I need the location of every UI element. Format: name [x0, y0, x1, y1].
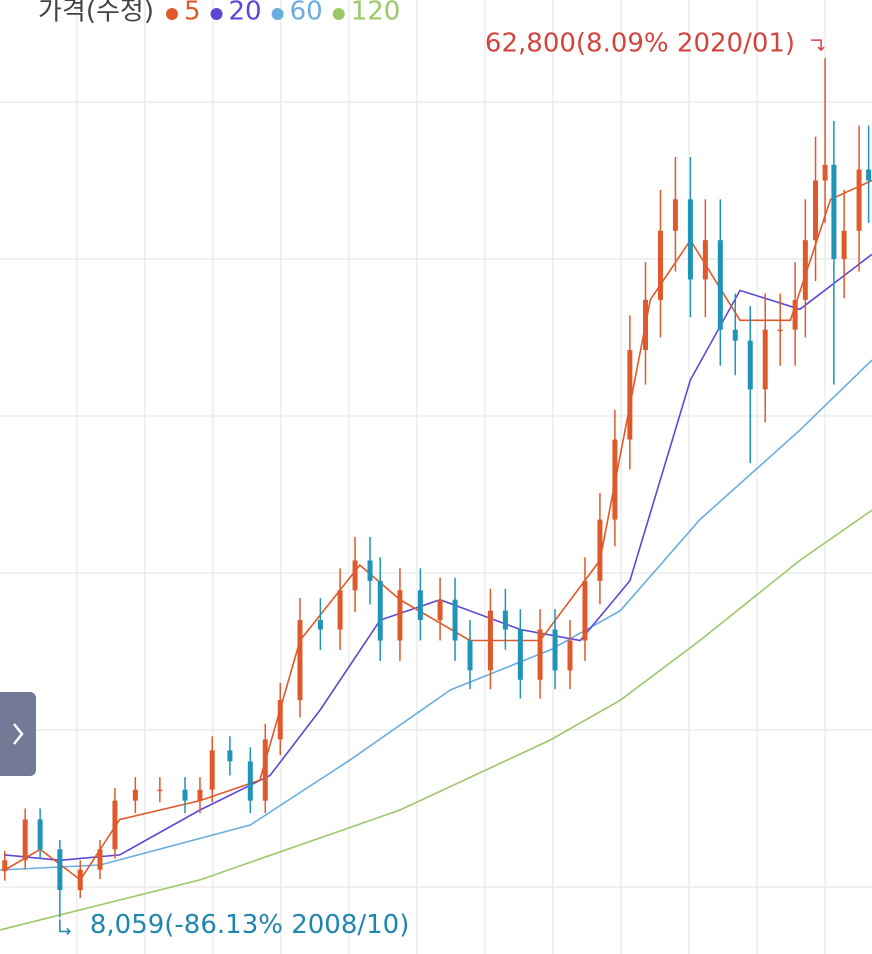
candle-body — [537, 629, 543, 680]
candle-body — [802, 240, 808, 300]
candle-body — [567, 640, 573, 671]
candle-body — [97, 849, 103, 870]
candle-body — [642, 299, 648, 351]
candle-body — [762, 329, 768, 390]
candle-body — [77, 869, 83, 891]
legend-label: 20 — [229, 0, 262, 27]
candle-body — [157, 789, 163, 792]
legend-label: 60 — [290, 0, 323, 27]
legend-marker — [271, 8, 284, 20]
chevron-icon — [13, 723, 24, 745]
candle-body — [182, 789, 188, 801]
candle-body — [687, 199, 693, 280]
ma-line — [0, 509, 872, 931]
candle-body — [747, 340, 753, 390]
candle-body — [841, 230, 847, 260]
candle-body — [822, 164, 828, 181]
candle-body — [792, 299, 798, 330]
annotation-label: 62,800(8.09% 2020/01) — [485, 29, 795, 59]
legend-marker — [165, 8, 178, 20]
candle-body — [627, 350, 633, 440]
annotation-label: 8,059(-86.13% 2008/10) — [90, 910, 410, 940]
candle-body — [452, 599, 458, 641]
candle-body — [517, 629, 523, 680]
candle-body — [132, 789, 138, 801]
legend-marker — [332, 8, 345, 20]
candle-body — [437, 599, 443, 621]
candle-body — [367, 560, 373, 581]
legend-label: 120 — [351, 0, 401, 27]
candle-body — [352, 560, 358, 591]
candle-body — [397, 590, 403, 641]
candle-body — [209, 750, 215, 790]
candle-body — [597, 519, 603, 581]
ma-line — [0, 359, 872, 871]
candle-body — [277, 700, 283, 740]
candle-body — [552, 629, 558, 671]
candle-body — [2, 860, 8, 872]
candle-body — [502, 610, 508, 630]
candle-body — [297, 620, 303, 701]
candle-body — [657, 230, 663, 300]
candle-body — [487, 610, 493, 671]
annotation-arrow — [59, 919, 71, 935]
legend-marker — [210, 8, 223, 20]
ma-line — [4, 179, 872, 882]
candle-body — [612, 439, 618, 520]
chart-title: 가격(수정) — [38, 0, 154, 27]
annotation-arrow — [811, 39, 825, 52]
candle-body — [717, 240, 723, 330]
ma-line — [4, 253, 872, 862]
candle-body — [672, 199, 678, 231]
candle-body — [247, 761, 253, 801]
candle-body — [813, 180, 819, 241]
candle-body — [337, 590, 343, 630]
candle-body — [262, 739, 268, 801]
legend-label: 5 — [184, 0, 201, 27]
legend: 가격(수정) 5 20 60 120 — [38, 0, 400, 27]
candle-body — [22, 819, 28, 861]
candle-body — [732, 329, 738, 341]
candle-body — [317, 620, 323, 630]
candle-body — [377, 580, 383, 641]
candle-body — [112, 800, 118, 850]
candle-body — [197, 789, 203, 801]
candle-body — [831, 164, 837, 260]
candle-body — [856, 169, 862, 231]
candle-body — [417, 590, 423, 621]
candle-body — [777, 329, 783, 332]
candle-body — [227, 750, 233, 762]
candle-body — [467, 640, 473, 671]
candle-body — [866, 169, 872, 181]
candle-body — [37, 819, 43, 850]
candle-body — [702, 240, 708, 280]
side-panel-button[interactable] — [0, 692, 36, 776]
candle-body — [57, 849, 63, 891]
candle-body — [582, 580, 588, 641]
